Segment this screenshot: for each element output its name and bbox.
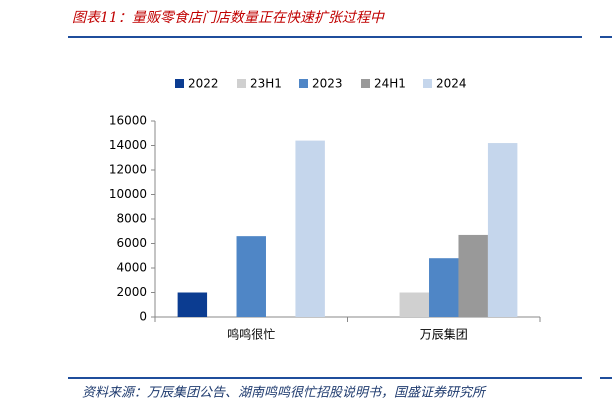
legend-label: 23H1 (250, 77, 282, 91)
legend-swatch (175, 79, 184, 88)
x-tick-label: 万辰集团 (420, 327, 468, 342)
y-tick-label: 10000 (109, 187, 147, 201)
bar (177, 292, 208, 317)
x-tick-label: 鸣鸣很忙 (227, 327, 275, 342)
legend-label: 2024 (436, 77, 467, 91)
y-tick-label: 2000 (116, 285, 147, 299)
legend-label: 24H1 (374, 77, 406, 91)
bar (236, 236, 266, 317)
y-tick-label: 14000 (109, 138, 147, 152)
source-note: 资料来源：万辰集团公告、湖南鸣鸣很忙招股说明书，国盛证券研究所 (82, 385, 487, 401)
legend-label: 2023 (312, 77, 343, 91)
bar (295, 140, 325, 317)
bar (458, 234, 488, 317)
y-tick-label: 12000 (109, 163, 147, 177)
legend-label: 2022 (188, 77, 219, 91)
bar (399, 292, 430, 317)
y-tick-label: 8000 (116, 212, 147, 226)
chart-title: 图表11：量贩零食店门店数量正在快速扩张过程中 (72, 10, 385, 26)
legend-swatch (423, 79, 432, 88)
legend-swatch (361, 79, 370, 88)
bar (487, 143, 518, 317)
y-tick-label: 6000 (116, 236, 147, 250)
y-tick-label: 0 (139, 310, 147, 324)
legend-swatch (299, 79, 308, 88)
y-tick-label: 4000 (116, 261, 147, 275)
legend-swatch (237, 79, 246, 88)
bar (429, 258, 459, 317)
y-tick-label: 16000 (109, 114, 147, 128)
